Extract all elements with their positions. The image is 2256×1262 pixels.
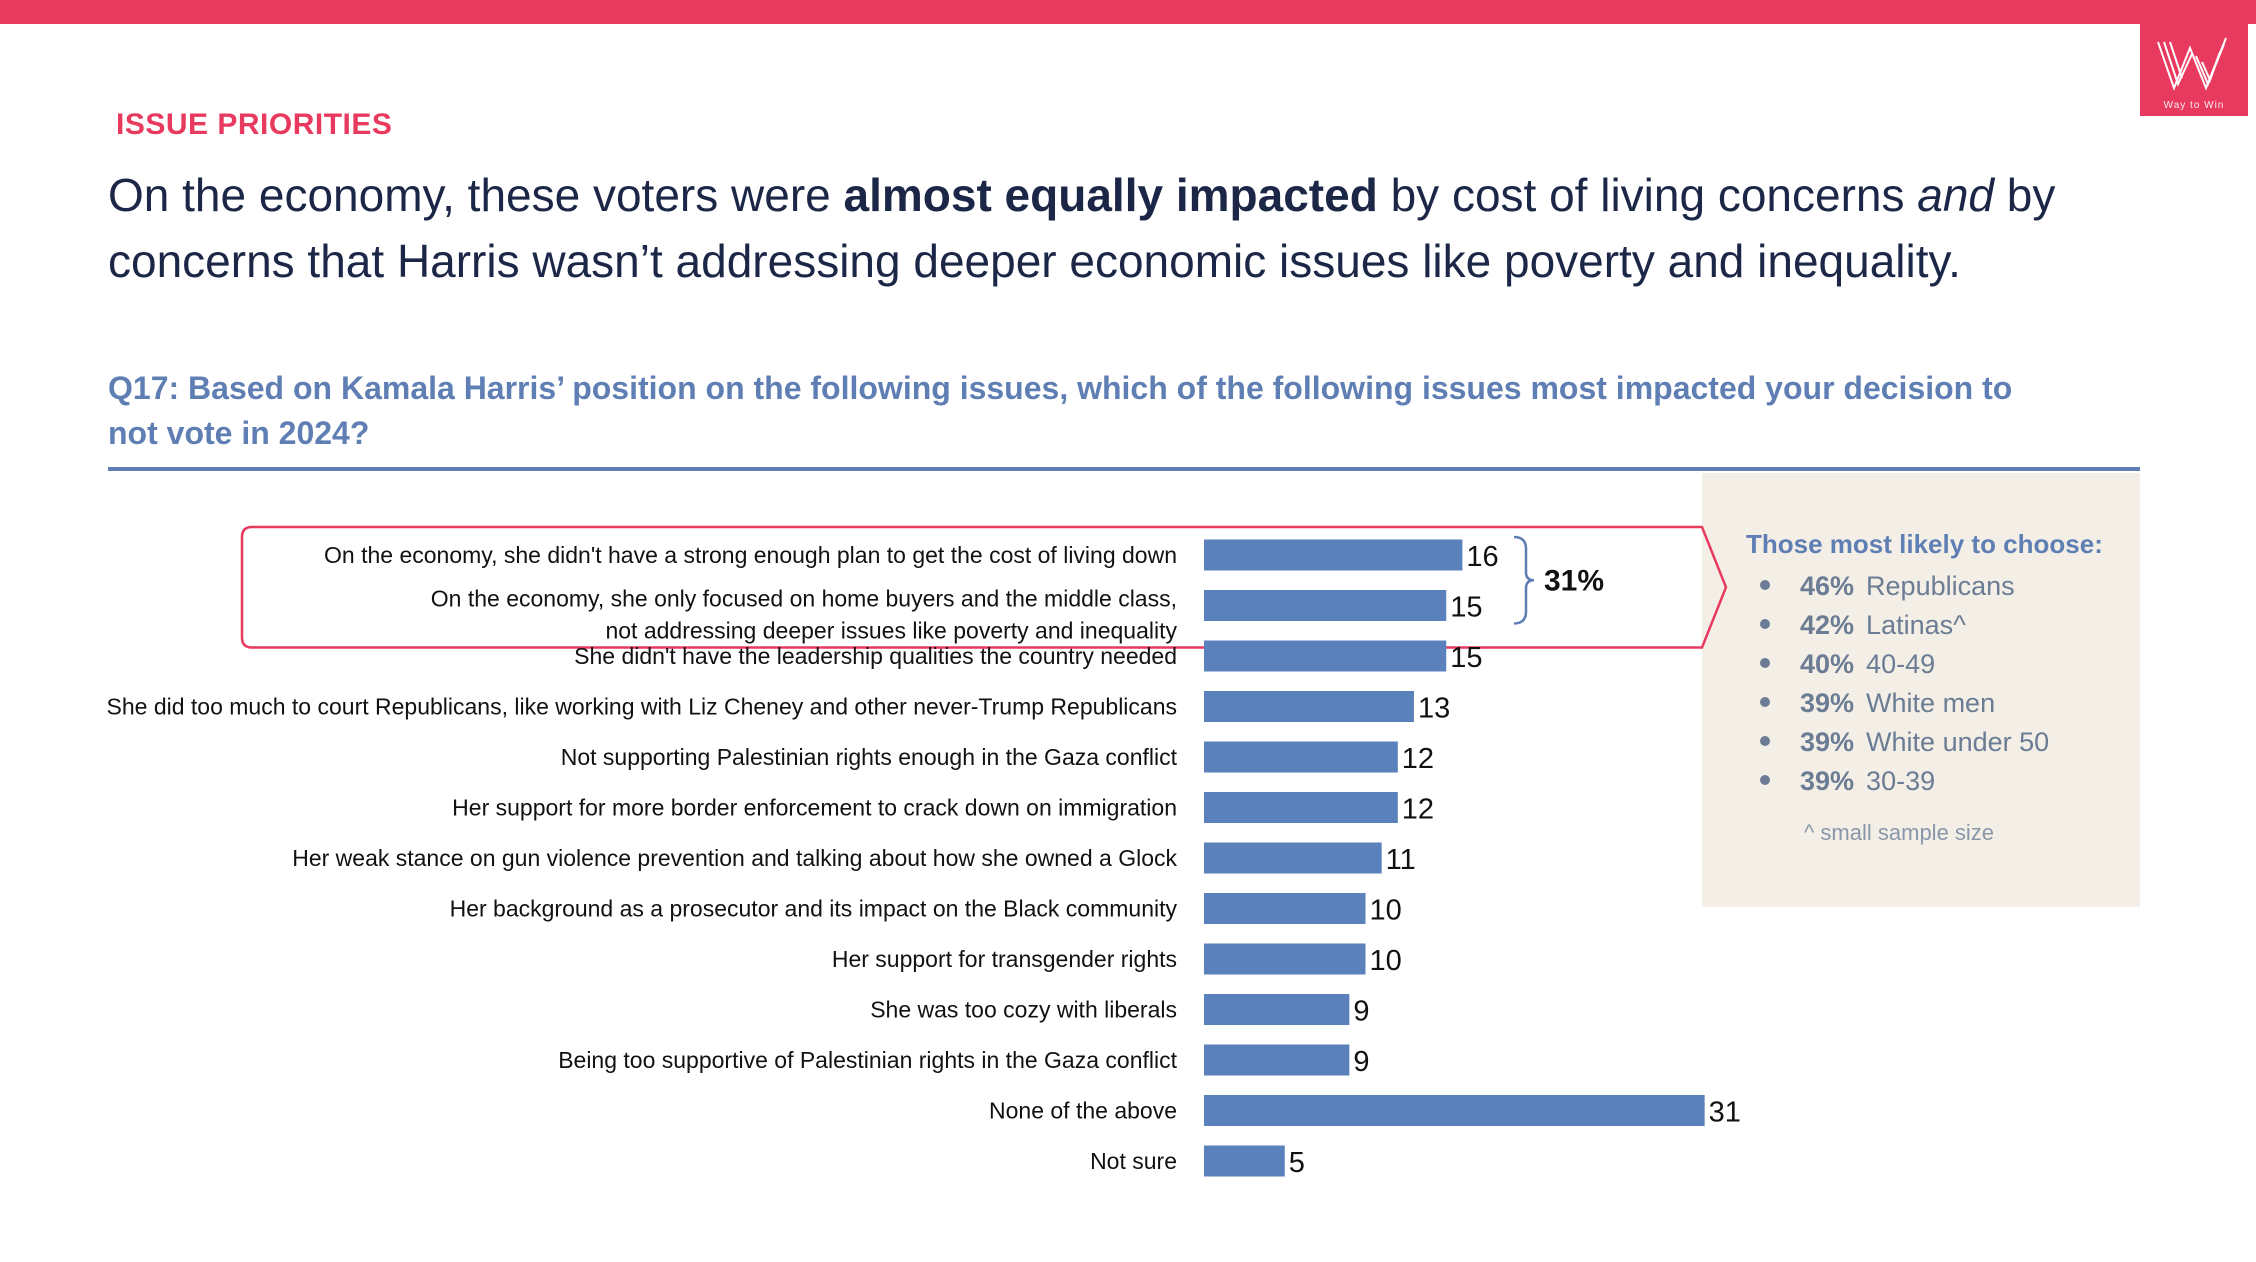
bar (1204, 893, 1366, 924)
item-label: White under 50 (1866, 727, 2050, 757)
item-percent: 46% (1800, 571, 1855, 601)
bar (1204, 741, 1398, 773)
bullet-icon (1760, 774, 1770, 785)
bar (1204, 539, 1463, 571)
bar (1204, 994, 1350, 1025)
category-label: Her weak stance on gun violence preventi… (292, 845, 1177, 871)
bar (1204, 640, 1447, 672)
category-label: She didn't have the leadership qualities… (574, 643, 1177, 669)
group-combined-label: 31% (1544, 564, 1604, 597)
bullet-icon (1760, 657, 1770, 668)
divider-rule (108, 467, 2140, 471)
issues-bar-chart: 31% 16 On the economy, she didn't have a s… (107, 525, 1741, 1179)
data-label: 15 (1450, 592, 1482, 624)
data-label: 31 (1709, 1097, 1741, 1129)
bar (1204, 842, 1382, 874)
brand-logo: Way to Win (2140, 22, 2248, 116)
item-label: White men (1866, 688, 1996, 718)
list-item: 40% 40-49 (1760, 649, 2049, 688)
category-label: None of the above (989, 1098, 1177, 1124)
logo-wordmark: Way to Win (2163, 100, 2225, 111)
list-item: 39% White under 50 (1760, 727, 2049, 766)
item-label: 30-39 (1866, 766, 1936, 796)
bullet-icon (1760, 618, 1770, 629)
panel-list: 46% Republicans 42% Latinas^ 40% 40-49 39% W… (1760, 571, 2049, 805)
data-label: 10 (1370, 895, 1402, 927)
headline-italic: and (1917, 169, 1995, 221)
highlight-frame (240, 525, 1728, 649)
data-label: 15 (1450, 642, 1482, 674)
headline-part-2: by cost of living concerns (1377, 169, 1918, 221)
category-label: Being too supportive of Palestinian righ… (558, 1047, 1177, 1073)
bullet-icon (1760, 696, 1770, 707)
item-percent: 39% (1800, 766, 1855, 796)
category-label: Her support for more border enforcement … (452, 795, 1177, 821)
bar (1204, 792, 1398, 823)
data-label: 16 (1466, 541, 1498, 573)
list-item: 42% Latinas^ (1760, 610, 2049, 649)
page-headline: On the economy, these voters were almost… (108, 162, 2108, 294)
category-label: She did too much to court Republicans, l… (107, 694, 1177, 720)
bar (1204, 943, 1366, 975)
item-label: 40-49 (1866, 649, 1936, 679)
category-label: Her background as a prosecutor and its i… (450, 896, 1178, 922)
category-label: Her support for transgender rights (832, 946, 1177, 972)
category-label: On the economy, she only focused on home… (431, 586, 1178, 644)
survey-question: Q17: Based on Kamala Harris’ position on… (108, 370, 2013, 451)
list-item: 39% 30-39 (1760, 766, 2049, 805)
bar (1204, 1044, 1350, 1076)
data-label: 13 (1418, 693, 1450, 725)
item-label: Republicans (1866, 571, 2015, 601)
data-label: 5 (1289, 1147, 1305, 1179)
bar (1204, 691, 1414, 722)
item-percent: 40% (1800, 649, 1855, 679)
bullet-icon (1760, 735, 1770, 746)
section-kicker: ISSUE PRIORITIES (116, 108, 393, 141)
category-label: On the economy, she didn't have a strong… (324, 542, 1177, 568)
data-label: 11 (1386, 844, 1416, 876)
data-label: 10 (1370, 945, 1402, 977)
bar (1204, 1095, 1705, 1126)
item-percent: 39% (1800, 727, 1855, 757)
data-label: 12 (1402, 743, 1434, 775)
category-label: Not sure (1090, 1148, 1177, 1174)
likely-choosers-panel: Those most likely to choose: 46% Republic… (1702, 473, 2140, 907)
headline-part-3: by concerns that Harris wasn’t addressin… (108, 169, 2056, 287)
bar (1204, 1145, 1285, 1177)
headline-bold: almost equally impacted (843, 169, 1378, 221)
data-label: 12 (1402, 794, 1434, 826)
top-accent-bar (0, 0, 2256, 24)
data-label: 9 (1353, 1046, 1369, 1078)
item-percent: 42% (1800, 610, 1855, 640)
list-item: 46% Republicans (1760, 571, 2049, 610)
logo-mark-icon (2157, 37, 2227, 91)
bar (1204, 590, 1447, 621)
item-label: Latinas^ (1866, 610, 1966, 640)
sample-size-note: ^ small sample size (1804, 820, 1995, 845)
item-percent: 39% (1800, 688, 1855, 718)
group-brace (1513, 535, 1535, 625)
list-item: 39% White men (1760, 688, 2049, 727)
bullet-icon (1760, 579, 1770, 590)
panel-title: Those most likely to choose: (1746, 529, 2103, 559)
data-label: 9 (1353, 996, 1369, 1028)
headline-part-1: On the economy, these voters were (108, 169, 844, 221)
category-label: Not supporting Palestinian rights enough… (561, 744, 1178, 770)
category-label: She was too cozy with liberals (870, 997, 1177, 1023)
